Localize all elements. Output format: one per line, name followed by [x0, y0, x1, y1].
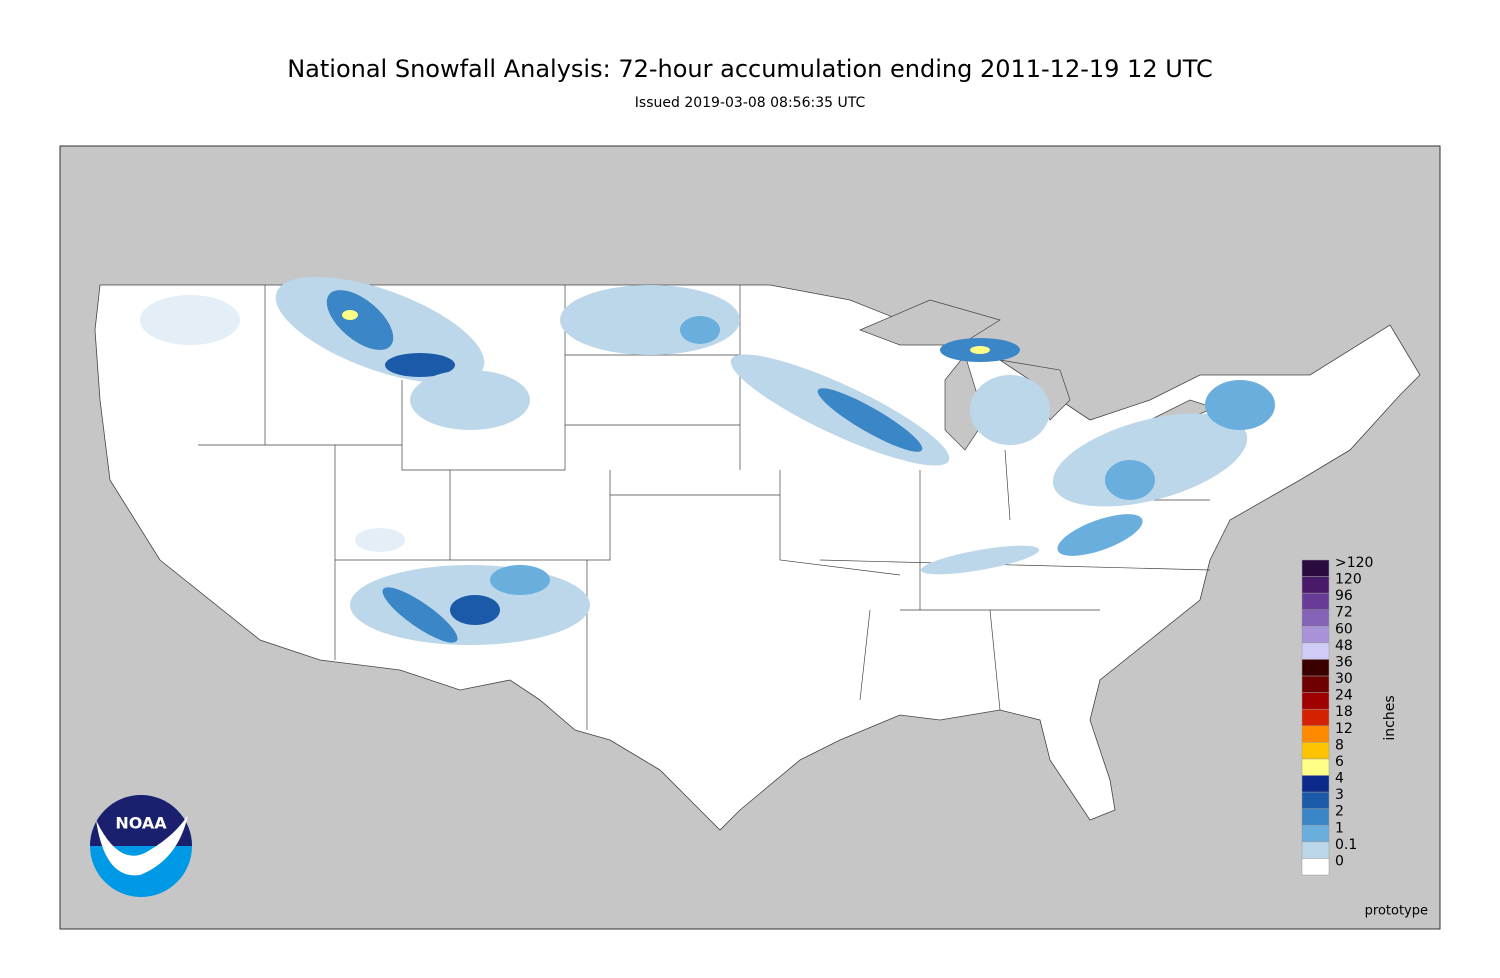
legend-swatch	[1301, 626, 1330, 644]
legend: inches >1201209672604836302418128643210.…	[1301, 555, 1398, 876]
legend-swatch	[1301, 559, 1330, 577]
legend-label: 24	[1335, 688, 1353, 704]
legend-swatch	[1301, 742, 1330, 760]
legend-swatch	[1301, 576, 1330, 594]
legend-swatch	[1301, 841, 1330, 859]
legend-swatch	[1301, 692, 1330, 710]
legend-label: 96	[1335, 588, 1353, 604]
legend-label: 2	[1335, 804, 1344, 820]
title: National Snowfall Analysis: 72-hour accu…	[287, 55, 1213, 83]
legend-label: 0.1	[1335, 837, 1357, 853]
legend-swatch	[1301, 592, 1330, 610]
legend-label: 6	[1335, 754, 1344, 770]
legend-swatch	[1301, 708, 1330, 727]
us-land	[94, 284, 1421, 831]
great-lakes	[859, 299, 1217, 466]
legend-label: 1	[1335, 820, 1344, 836]
legend-swatch	[1301, 675, 1330, 693]
map	[59, 145, 1441, 930]
legend-swatch	[1301, 725, 1330, 743]
legend-label: 0	[1335, 853, 1344, 869]
legend-label: 12	[1335, 721, 1353, 737]
legend-label: 30	[1335, 671, 1353, 687]
legend-swatch	[1301, 609, 1330, 627]
legend-swatch	[1301, 858, 1330, 876]
legend-swatch	[1301, 758, 1330, 776]
subtitle: Issued 2019-03-08 08:56:35 UTC	[635, 95, 866, 111]
legend-label: 3	[1335, 787, 1344, 803]
legend-label: 48	[1335, 638, 1353, 654]
legend-swatch	[1301, 775, 1330, 793]
snowfall-shading	[140, 276, 1275, 645]
legend-unit: inches	[1382, 695, 1398, 740]
legend-swatch	[1301, 659, 1330, 677]
legend-label: 72	[1335, 605, 1353, 621]
legend-label: 8	[1335, 737, 1344, 753]
legend-swatch	[1301, 825, 1330, 843]
noaa-logo: NOAA	[90, 795, 192, 897]
legend-label: 60	[1335, 621, 1353, 637]
legend-label: 4	[1335, 771, 1344, 787]
footer-note: prototype	[1365, 904, 1428, 919]
legend-swatch	[1301, 808, 1330, 826]
logo-text: NOAA	[115, 814, 167, 833]
legend-label: 120	[1335, 572, 1362, 588]
legend-label: >120	[1335, 555, 1373, 571]
legend-label: 36	[1335, 654, 1353, 670]
legend-swatch	[1301, 642, 1330, 660]
legend-swatch	[1301, 791, 1330, 809]
legend-label: 18	[1335, 704, 1353, 720]
